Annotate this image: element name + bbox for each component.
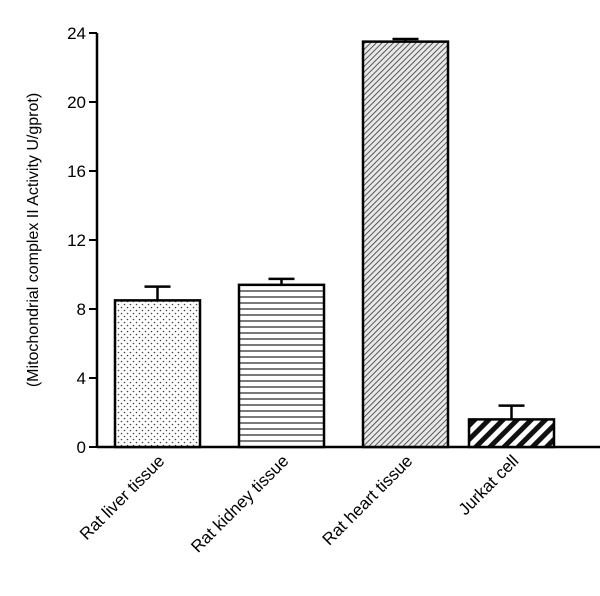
category-label: Rat heart tissue <box>319 451 417 549</box>
bar <box>113 299 202 449</box>
y-tick-label: 12 <box>67 231 86 250</box>
y-tick-label: 24 <box>67 24 86 43</box>
bar <box>237 283 326 449</box>
category-label: Jurkat cell <box>455 451 523 519</box>
bars-group <box>113 37 556 449</box>
category-label: Rat liver tissue <box>76 451 168 543</box>
y-tick-label: 4 <box>77 369 86 388</box>
bar <box>361 40 450 449</box>
y-axis: 0 4 8 12 16 20 24 <box>67 24 99 457</box>
category-label: Rat kidney tissue <box>187 451 292 556</box>
y-tick-label: 0 <box>77 438 86 457</box>
bar <box>467 418 556 449</box>
y-tick-label: 8 <box>77 300 86 319</box>
y-axis-title: (Mitochondrial complex II Activity U/gpr… <box>25 93 42 387</box>
y-tick-label: 20 <box>67 93 86 112</box>
category-labels: Rat liver tissue Rat kidney tissue Rat hea… <box>76 451 522 556</box>
y-tick-label: 16 <box>67 162 86 181</box>
